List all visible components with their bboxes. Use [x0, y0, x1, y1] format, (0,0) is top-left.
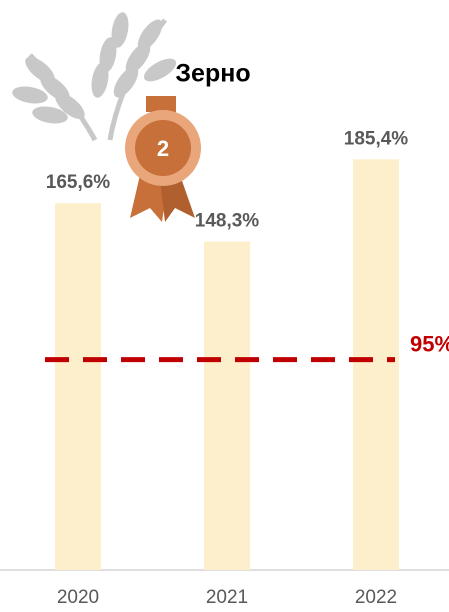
medal-icon — [125, 96, 201, 222]
x-tick-label: 2020 — [57, 587, 99, 608]
reference-label: 95% — [410, 331, 449, 356]
bar — [204, 241, 250, 570]
wheat-icon — [12, 12, 177, 142]
value-label: 148,3% — [195, 211, 260, 232]
value-label: 185,4% — [344, 128, 409, 149]
chart-title: Зерно — [175, 60, 250, 88]
x-tick-label: 2021 — [206, 587, 248, 608]
medal-rank: 2 — [157, 136, 169, 161]
bar — [55, 203, 101, 571]
x-tick-label: 2022 — [355, 587, 397, 608]
value-label: 165,6% — [46, 172, 111, 193]
bar — [353, 159, 399, 571]
